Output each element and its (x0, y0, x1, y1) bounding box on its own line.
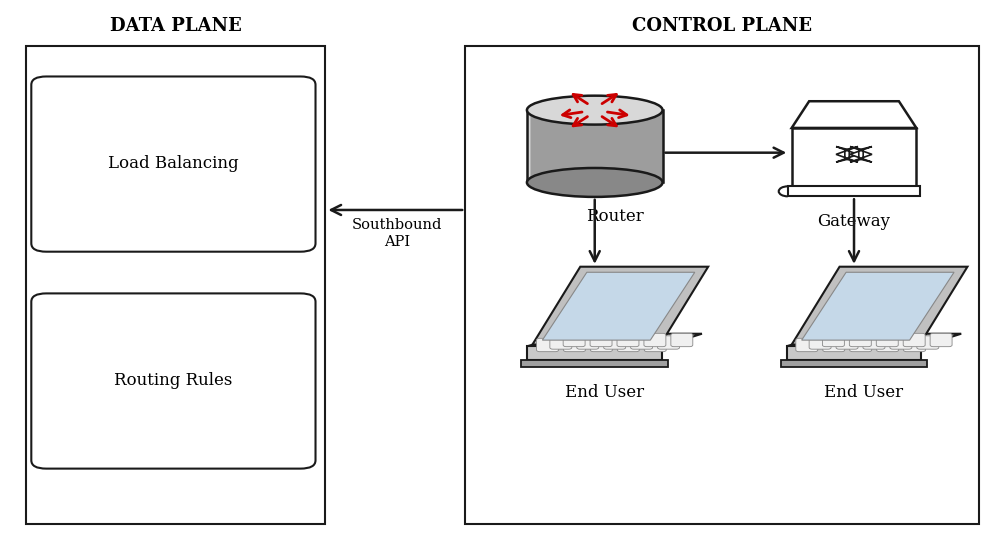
FancyBboxPatch shape (590, 338, 612, 352)
FancyBboxPatch shape (31, 293, 316, 468)
FancyBboxPatch shape (863, 336, 885, 349)
Polygon shape (850, 146, 872, 162)
FancyBboxPatch shape (877, 338, 899, 352)
Polygon shape (529, 110, 608, 182)
Polygon shape (802, 272, 954, 340)
Polygon shape (836, 146, 858, 162)
Polygon shape (529, 110, 595, 182)
FancyBboxPatch shape (822, 333, 844, 347)
FancyBboxPatch shape (809, 336, 831, 349)
Polygon shape (521, 360, 668, 367)
Polygon shape (531, 110, 640, 182)
Text: Router: Router (586, 208, 644, 225)
Polygon shape (787, 346, 921, 360)
Polygon shape (792, 101, 916, 128)
FancyBboxPatch shape (465, 46, 979, 524)
Polygon shape (527, 110, 545, 182)
FancyBboxPatch shape (658, 336, 680, 349)
Polygon shape (529, 110, 590, 182)
Polygon shape (542, 272, 695, 340)
Polygon shape (528, 110, 559, 182)
FancyBboxPatch shape (823, 338, 845, 352)
Polygon shape (531, 110, 658, 182)
Polygon shape (530, 110, 631, 182)
Polygon shape (528, 110, 550, 182)
FancyBboxPatch shape (849, 333, 871, 347)
FancyBboxPatch shape (917, 336, 939, 349)
FancyBboxPatch shape (631, 336, 653, 349)
Polygon shape (529, 110, 581, 182)
Polygon shape (792, 267, 967, 344)
FancyBboxPatch shape (617, 338, 639, 352)
Polygon shape (531, 110, 663, 182)
FancyBboxPatch shape (836, 336, 858, 349)
Text: Gateway: Gateway (818, 213, 891, 230)
Text: DATA PLANE: DATA PLANE (110, 17, 242, 35)
FancyBboxPatch shape (26, 46, 325, 524)
Ellipse shape (527, 96, 663, 125)
Polygon shape (529, 110, 604, 182)
FancyBboxPatch shape (31, 77, 316, 252)
Text: End User: End User (824, 383, 904, 400)
FancyBboxPatch shape (904, 338, 925, 352)
Polygon shape (781, 360, 927, 367)
Polygon shape (531, 110, 654, 182)
Text: Routing Rules: Routing Rules (114, 372, 232, 389)
Polygon shape (530, 110, 626, 182)
FancyBboxPatch shape (604, 336, 626, 349)
Polygon shape (836, 146, 858, 162)
Polygon shape (532, 267, 708, 344)
Polygon shape (528, 110, 577, 182)
FancyBboxPatch shape (563, 338, 585, 352)
FancyBboxPatch shape (890, 336, 912, 349)
Polygon shape (792, 128, 916, 186)
FancyBboxPatch shape (850, 338, 872, 352)
Polygon shape (527, 110, 536, 182)
Polygon shape (530, 110, 617, 182)
Text: Southbound
API: Southbound API (352, 219, 442, 249)
FancyBboxPatch shape (550, 336, 572, 349)
Polygon shape (528, 110, 554, 182)
FancyBboxPatch shape (930, 333, 952, 347)
Polygon shape (531, 110, 649, 182)
Polygon shape (527, 110, 540, 182)
FancyBboxPatch shape (644, 338, 666, 352)
Polygon shape (529, 110, 586, 182)
Polygon shape (850, 146, 872, 162)
FancyBboxPatch shape (671, 333, 693, 347)
Polygon shape (787, 334, 961, 346)
FancyBboxPatch shape (577, 336, 599, 349)
Polygon shape (528, 110, 563, 182)
Polygon shape (527, 110, 531, 182)
Polygon shape (530, 110, 622, 182)
FancyBboxPatch shape (537, 338, 559, 352)
FancyBboxPatch shape (796, 338, 818, 352)
FancyBboxPatch shape (563, 333, 585, 347)
FancyBboxPatch shape (617, 333, 639, 347)
FancyBboxPatch shape (903, 333, 925, 347)
Text: CONTROL PLANE: CONTROL PLANE (632, 17, 812, 35)
Text: End User: End User (565, 383, 644, 400)
Ellipse shape (527, 168, 663, 197)
FancyBboxPatch shape (590, 333, 612, 347)
Polygon shape (530, 110, 613, 182)
FancyBboxPatch shape (644, 333, 666, 347)
Polygon shape (788, 186, 920, 196)
Polygon shape (528, 110, 568, 182)
Polygon shape (530, 110, 635, 182)
Text: Load Balancing: Load Balancing (108, 155, 238, 172)
Polygon shape (529, 110, 599, 182)
FancyBboxPatch shape (876, 333, 898, 347)
Polygon shape (531, 110, 644, 182)
Polygon shape (527, 334, 702, 346)
Polygon shape (527, 346, 662, 360)
Polygon shape (528, 110, 572, 182)
